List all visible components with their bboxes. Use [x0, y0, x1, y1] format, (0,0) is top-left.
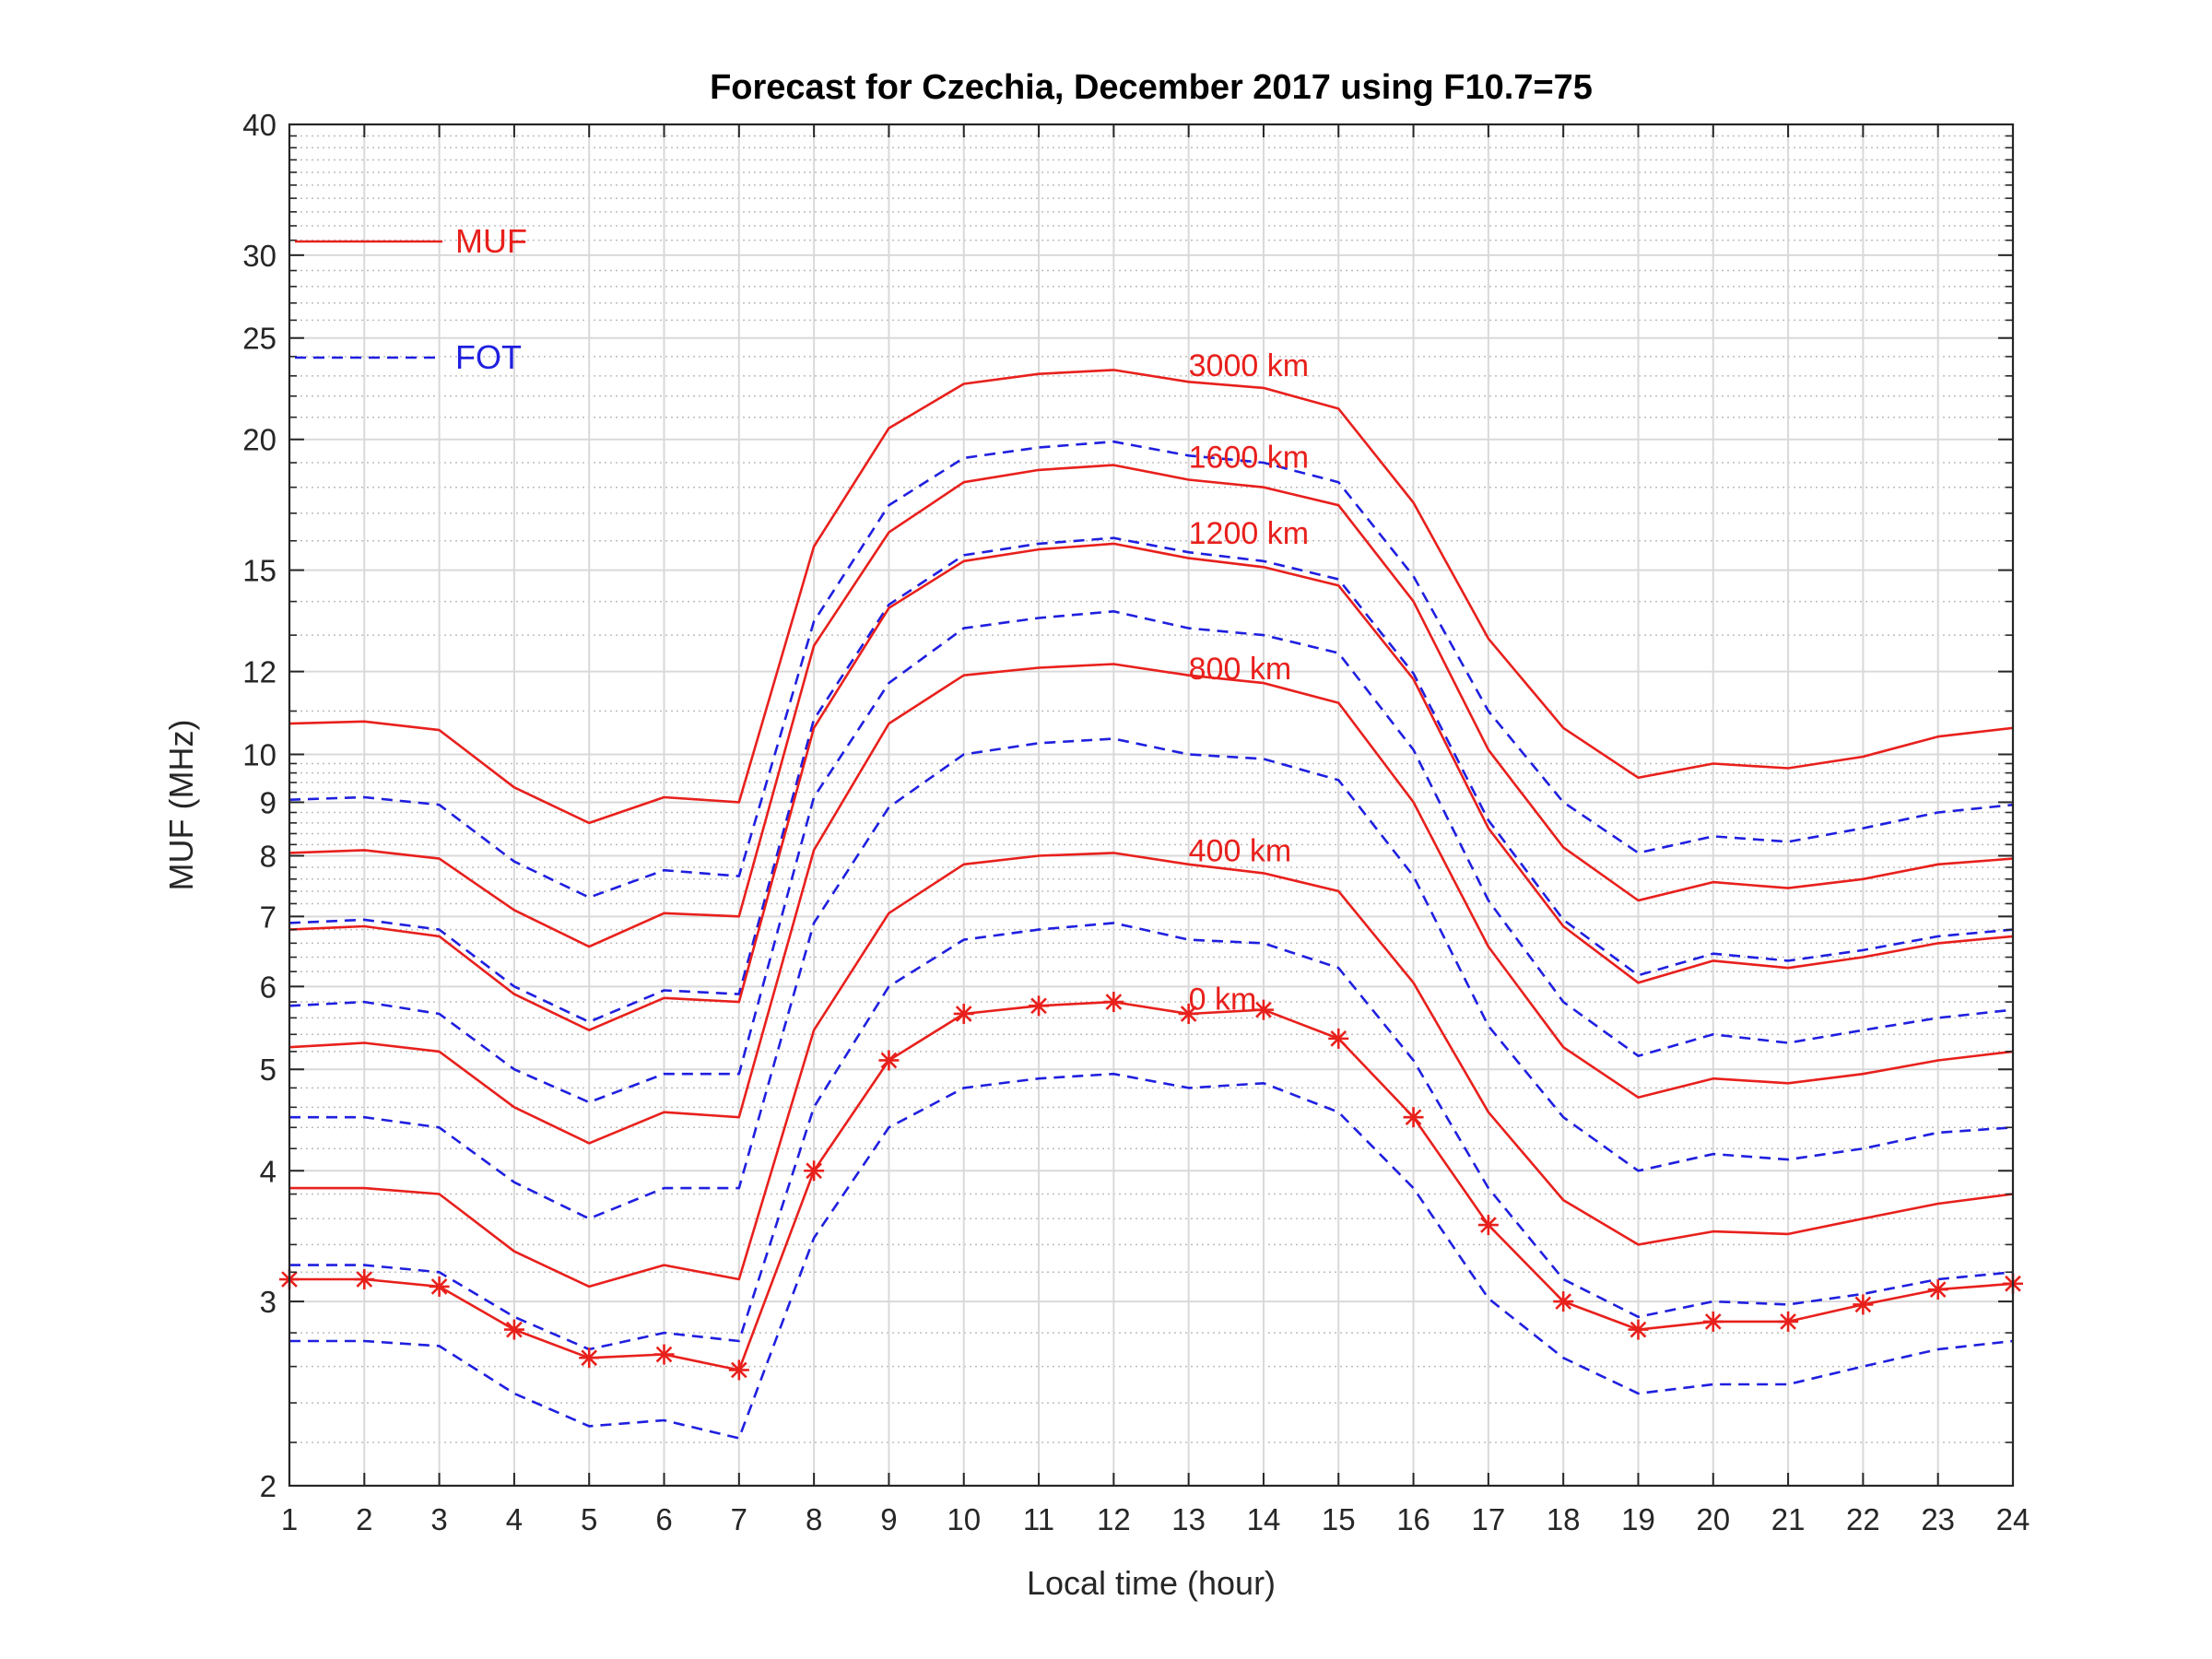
- data-point-marker: [579, 1347, 600, 1369]
- curve-distance-label: 3000 km: [1189, 348, 1309, 383]
- x-tick-label: 20: [1696, 1502, 1730, 1536]
- data-point-marker: [1628, 1319, 1649, 1340]
- series-line-muf-1600-km: [288, 464, 2014, 948]
- series-line-muf-3000-km: [288, 369, 2014, 825]
- series-line-muf-1200-km: [288, 542, 2014, 1031]
- series-line-fot-800-km: [288, 609, 2014, 1104]
- data-point-marker: [653, 1344, 675, 1365]
- x-tick-label: 2: [356, 1502, 372, 1536]
- data-point-marker: [1403, 1107, 1424, 1128]
- data-point-marker: [1029, 995, 1050, 1017]
- y-tick-label: 9: [260, 785, 276, 819]
- data-point-marker: [1778, 1311, 1799, 1332]
- data-point-marker: [1927, 1279, 1948, 1300]
- data-point-marker: [728, 1359, 749, 1381]
- data-point-marker: [1702, 1311, 1724, 1332]
- data-point-marker: [1853, 1294, 1874, 1315]
- series-line-fot-1600-km: [288, 536, 2014, 1024]
- x-tick-label: 9: [880, 1502, 897, 1536]
- series-line-muf-800-km: [288, 663, 2014, 1145]
- x-tick-label: 12: [1097, 1502, 1131, 1536]
- series-line-fot-0-km: [289, 922, 2014, 1351]
- x-tick-label: 18: [1547, 1502, 1581, 1536]
- x-tick-label: 7: [731, 1502, 747, 1536]
- y-tick-label: 15: [242, 554, 276, 588]
- curve-distance-label: 1200 km: [1189, 516, 1309, 551]
- series-layer: [279, 369, 2023, 1440]
- x-tick-label: 13: [1171, 1502, 1206, 1536]
- x-tick-label: 3: [430, 1502, 447, 1536]
- y-tick-label: 30: [242, 239, 276, 273]
- x-tick-label: 1: [281, 1502, 298, 1536]
- x-tick-label: 6: [655, 1502, 672, 1536]
- legend-label-fot: FOT: [455, 338, 522, 376]
- series-line-fot-400-km: [289, 737, 2014, 1220]
- data-point-marker: [429, 1276, 450, 1297]
- x-tick-label: 4: [506, 1502, 523, 1536]
- x-tick-label: 11: [1023, 1502, 1054, 1536]
- grid-lines: [288, 124, 2014, 1487]
- x-tick-label: 5: [581, 1502, 597, 1536]
- y-tick-label: 5: [260, 1053, 276, 1087]
- x-tick-label: 16: [1396, 1502, 1430, 1536]
- y-tick-label: 3: [260, 1285, 276, 1319]
- y-tick-label: 7: [260, 900, 276, 934]
- x-axis-label: Local time (hour): [1027, 1564, 1276, 1602]
- data-point-marker: [878, 1050, 900, 1071]
- x-tick-label: 14: [1247, 1502, 1281, 1536]
- y-tick-label: 8: [260, 840, 276, 874]
- axes: 1 2 3 4 5 6 7 8 9 10 11 12 13 14 15 16 17 18 19 20 21 22 23 242…: [242, 108, 2030, 1536]
- series-line-muf-0-km: [289, 1000, 2014, 1371]
- x-tick-label: 23: [1921, 1502, 1955, 1536]
- series-line-fot-0-km: [289, 1072, 2014, 1440]
- y-tick-label: 25: [242, 322, 276, 356]
- data-point-marker: [503, 1319, 524, 1340]
- data-point-marker: [354, 1269, 375, 1290]
- legend-label-muf: MUF: [455, 222, 527, 260]
- data-point-marker: [1178, 1003, 1199, 1024]
- y-tick-label: 2: [260, 1469, 276, 1503]
- curve-distance-label: 800 km: [1189, 652, 1292, 687]
- y-tick-label: 6: [260, 970, 276, 1004]
- x-tick-label: 24: [1996, 1502, 2030, 1536]
- y-tick-label: 4: [260, 1154, 276, 1188]
- axes-box: [288, 123, 2015, 1488]
- y-tick-label: 40: [242, 108, 276, 142]
- x-tick-label: 21: [1771, 1502, 1806, 1536]
- x-tick-label: 8: [806, 1502, 822, 1536]
- x-tick-label: 10: [947, 1502, 981, 1536]
- curve-labels: 3000 km 1600 km 1200 km 800 km 400 km 0 km: [1189, 348, 1309, 1018]
- x-tick-label: 19: [1621, 1502, 1655, 1536]
- data-point-marker: [1253, 999, 1274, 1020]
- data-point-marker: [953, 1003, 974, 1024]
- curve-distance-label: 1600 km: [1189, 440, 1309, 475]
- data-point-marker: [1328, 1028, 1349, 1049]
- data-point-marker: [1553, 1291, 1574, 1312]
- data-point-marker: [1103, 992, 1124, 1013]
- x-tick-label: 17: [1472, 1502, 1506, 1536]
- x-tick-label: 15: [1322, 1502, 1356, 1536]
- curve-distance-label: 400 km: [1189, 834, 1292, 869]
- series-line-muf-400-km: [289, 852, 2014, 1288]
- y-tick-label: 12: [242, 655, 276, 689]
- series-line-fot-3000-km: [288, 440, 2014, 900]
- x-tick-label: 22: [1846, 1502, 1880, 1536]
- plot-area: [289, 124, 2013, 1486]
- curve-distance-label: 0 km: [1189, 982, 1257, 1018]
- data-point-marker: [804, 1160, 825, 1182]
- y-tick-label: 20: [242, 423, 276, 457]
- legend: MUF FOT: [295, 222, 527, 376]
- y-tick-label: 10: [242, 737, 276, 771]
- chart-title: Forecast for Czechia, December 2017 usin…: [710, 68, 1593, 107]
- y-axis-label: MUF (MHz): [162, 720, 200, 891]
- data-point-marker: [1477, 1215, 1499, 1236]
